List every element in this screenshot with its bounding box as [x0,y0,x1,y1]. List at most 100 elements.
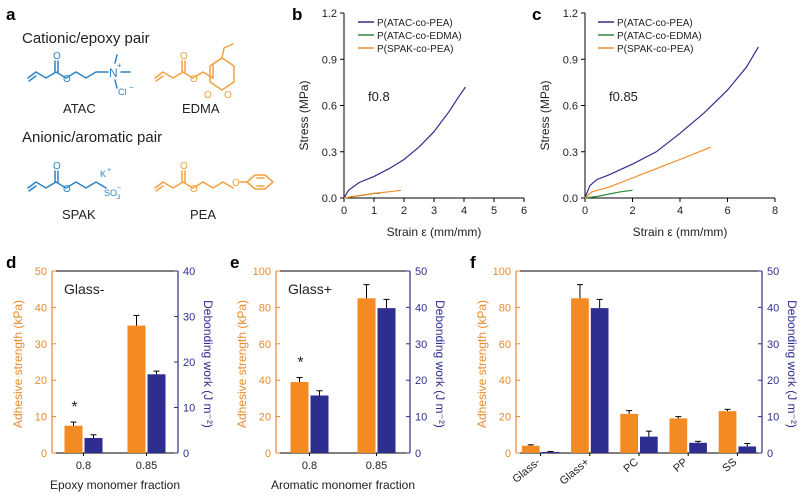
x-tick-label: 0.8 [76,460,91,472]
panel-label-b: b [292,5,302,24]
edma-ester-o: O [190,74,198,85]
atac-ester-o: O [63,74,71,85]
right-tick-label: 20 [767,375,779,387]
y-axis-label: Stress (MPa) [538,80,552,150]
pea-ether-o: O [232,178,240,189]
legend-label-1: P(ATAC-co-PEA) [617,18,693,29]
left-tick-label: 40 [259,375,271,387]
right-tick-label: 40 [183,266,195,278]
left-tick-label: 0 [505,448,511,460]
spak-structure [27,170,107,192]
adhesive-bar-0.8 [64,425,83,453]
right-tick-label: 0 [767,448,773,460]
debonding-bar-0.85 [147,374,166,453]
adhesive-bar-PP [669,418,688,453]
atac-methyl-3 [114,79,118,89]
atac-bonds [27,71,109,79]
left-tick-label: 40 [35,302,47,314]
bar-chart-d: 0 10 20 30 40 50 0 10 20 30 40 Adhesive strength (k… [11,266,215,492]
line-chart-c: 0.0 0.3 0.6 0.9 1.2 0 2 4 6 8 Strain ε (mm/mm) Stre… [538,8,778,239]
adhesive-bar-SS [718,411,737,453]
left-axis-label: Adhesive strength (kPa) [11,300,25,428]
panel-label-d: d [6,253,16,272]
left-tick-label: 60 [499,339,511,351]
y-tick-label: 0.6 [322,101,337,113]
pea-bonds [154,181,234,189]
legend-label-2: P(ATAC-co-EDMA) [377,31,462,42]
left-tick-label: 0 [265,448,271,460]
charts-layer: 0.0 0.3 0.6 0.9 1.2 0 1 2 3 4 5 6 Strain ε (mm/mm) St… [11,8,799,492]
y-tick-label: 0.9 [563,54,578,66]
right-tick-label: 40 [415,302,427,314]
bar-chart-e: 0 20 40 60 80 100 0 10 20 30 40 50 Adhesive strength… [235,266,447,492]
x-tick-label: 2 [629,205,635,217]
x-axis-label: Aromatic monomer fraction [271,478,415,492]
pea-ester-o: O [190,184,198,195]
edma-bonds [154,63,214,79]
series-line-1 [343,86,466,199]
right-tick-label: 30 [415,339,427,351]
spak-bonds [27,181,107,189]
y-tick-label: 1.2 [322,8,337,20]
atac-n-charge: + [117,61,122,70]
edma-carbonyl-o: O [180,51,188,62]
atac-carbonyl-o: O [53,51,61,62]
significance-marker: * [71,399,77,416]
x-tick-label: 6 [724,205,730,217]
debonding-bar-Glass- [541,451,560,453]
x-tick-label: 3 [431,205,437,217]
right-tick-label: 30 [183,312,195,324]
atac-cl-charge: − [129,83,134,92]
right-tick-label: 50 [767,266,779,278]
y-tick-label: 0.0 [322,193,337,205]
y-tick-label: 0.3 [322,147,337,159]
adhesive-bar-Glass- [521,445,540,453]
x-tick-label: 0.8 [302,460,317,472]
y-tick-label: 0.6 [563,101,578,113]
left-tick-label: 0 [41,448,47,460]
atac-structure [27,54,131,89]
edma-structure [154,43,235,91]
atac-label: ATAC [63,101,96,116]
left-tick-label: 100 [493,266,511,278]
edma-ethyl [212,43,234,65]
x-tick-label: 2 [401,205,407,217]
y-axis-label: Stress (MPa) [297,80,311,150]
right-tick-label: 30 [767,339,779,351]
left-tick-label: 20 [499,412,511,424]
atac-nitrogen: N [109,66,118,80]
x-tick-label: 0 [341,205,347,217]
x-tick-label: PC [622,456,641,475]
left-tick-label: 20 [35,375,47,387]
cationic-epoxy-heading: Cationic/epoxy pair [22,30,150,47]
right-tick-label: 0 [415,448,421,460]
left-tick-label: 100 [253,266,271,278]
edma-ring-o1: O [224,90,232,101]
legend-label-1: P(ATAC-co-PEA) [377,18,453,29]
left-tick-label: 80 [259,302,271,314]
edma-ring-o2: O [204,90,212,101]
debonding-bar-PC [640,436,658,453]
x-axis-label: Epoxy monomer fraction [50,478,180,492]
right-tick-label: 20 [415,375,427,387]
y-tick-label: 0.0 [563,193,578,205]
edma-label: EDMA [182,101,220,116]
left-tick-label: 30 [35,339,47,351]
adhesive-bar-Glass+ [571,298,589,453]
spak-sulfonate: SO [104,188,117,198]
legend-label-3: P(SPAK-co-PEA) [617,44,694,55]
chart-annotation: f0.85 [609,89,638,104]
right-tick-label: 40 [767,302,779,314]
left-tick-label: 10 [35,412,47,424]
spak-sulfonate-charge: − [117,185,121,192]
x-tick-label: 5 [491,205,497,217]
left-axis-label: Adhesive strength (kPa) [235,300,249,428]
bar-chart-f: 0 20 40 60 80 100 0 10 20 30 40 50 Adhesive strength… [475,266,799,488]
right-tick-label: 50 [415,266,427,278]
left-tick-label: 80 [499,302,511,314]
x-tick-label: 0.85 [136,460,157,472]
debonding-bar-SS [738,446,757,453]
y-tick-label: 0.3 [563,147,578,159]
